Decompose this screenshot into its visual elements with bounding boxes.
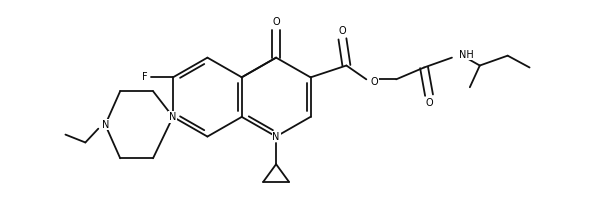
Text: O: O (425, 98, 433, 108)
Text: N: N (101, 120, 109, 130)
Text: N: N (272, 131, 280, 142)
Text: O: O (272, 17, 280, 27)
Text: O: O (370, 77, 378, 87)
Text: O: O (339, 26, 346, 36)
Text: NH: NH (459, 50, 474, 60)
Text: N: N (169, 112, 176, 122)
Text: F: F (142, 72, 148, 82)
